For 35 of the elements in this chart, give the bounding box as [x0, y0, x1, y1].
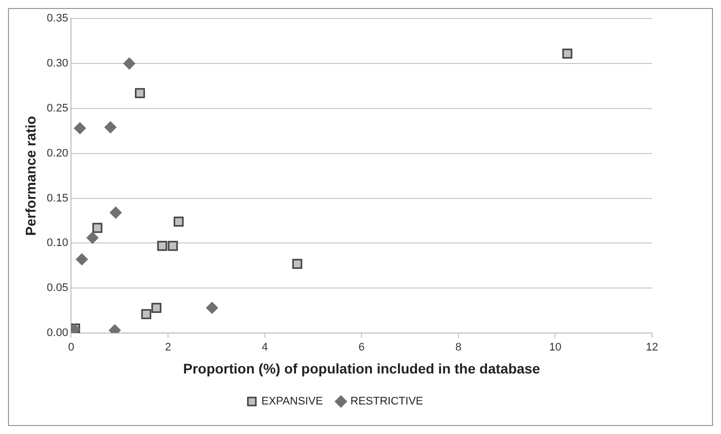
point — [206, 302, 218, 314]
point — [86, 232, 99, 244]
point — [74, 122, 86, 134]
point — [110, 206, 122, 219]
point — [168, 240, 178, 251]
legend-label: EXPANSIVE — [261, 396, 323, 408]
y-tick-label: 0.25 — [46, 102, 68, 114]
x-tick-label: 4 — [262, 342, 268, 354]
point — [104, 121, 116, 134]
y-tick-label: 0.05 — [46, 282, 68, 294]
x-tick-label: 10 — [549, 342, 562, 354]
point — [562, 48, 572, 59]
y-axis-title: Performance ratio — [22, 116, 38, 236]
x-tick-label: 2 — [164, 342, 172, 354]
y-tick-label: 0.35 — [46, 12, 68, 25]
y-tick-label: 0.10 — [46, 237, 68, 250]
point — [141, 309, 152, 320]
y-tick-label: 0.15 — [46, 192, 68, 204]
x-tick-label: 12 — [646, 342, 658, 354]
point — [174, 216, 184, 227]
x-tick-label: 8 — [455, 342, 462, 354]
point — [123, 58, 136, 70]
point — [76, 253, 88, 266]
x-tick-label: 6 — [358, 342, 365, 354]
legend-label: RESTRICTIVE — [350, 396, 424, 408]
point — [292, 258, 302, 269]
point — [92, 222, 102, 233]
point — [151, 302, 162, 313]
y-tick-label: 0.30 — [46, 58, 68, 70]
x-tick-label: 0 — [68, 342, 74, 354]
point — [134, 88, 145, 98]
point — [157, 240, 168, 251]
y-tick-label: 0.20 — [46, 147, 68, 160]
x-axis-title: Proportion (%) of population included in the database — [183, 360, 540, 376]
y-tick-label: 0.00 — [46, 327, 68, 340]
